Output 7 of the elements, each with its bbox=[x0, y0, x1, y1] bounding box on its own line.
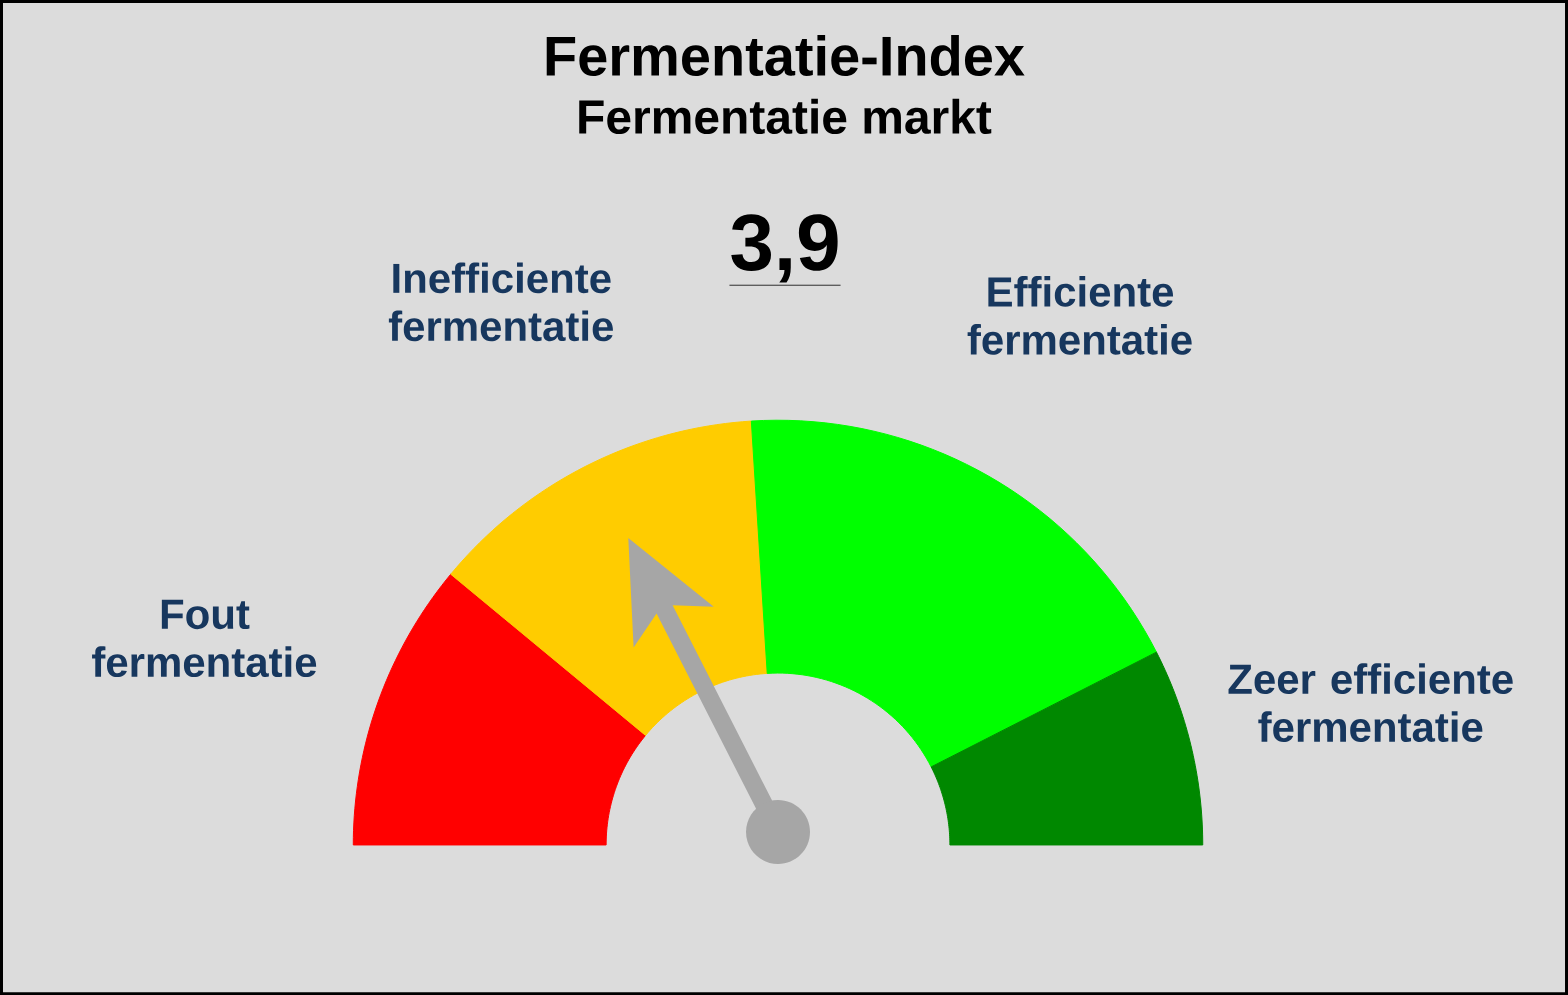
chart-title: Fermentatie-Index bbox=[546, 34, 1025, 76]
slice-label: Fout fermentatie bbox=[92, 599, 317, 677]
slice-label: Efficiente fermentatie bbox=[967, 275, 1192, 355]
slice-label: Inefficiente fermentatie bbox=[388, 262, 613, 342]
slice-label: Zeer efficiente fermentatie bbox=[1228, 663, 1513, 742]
text: 3,9 bbox=[731, 214, 838, 283]
chart-subtitle: Fermentatie markt bbox=[579, 98, 992, 134]
